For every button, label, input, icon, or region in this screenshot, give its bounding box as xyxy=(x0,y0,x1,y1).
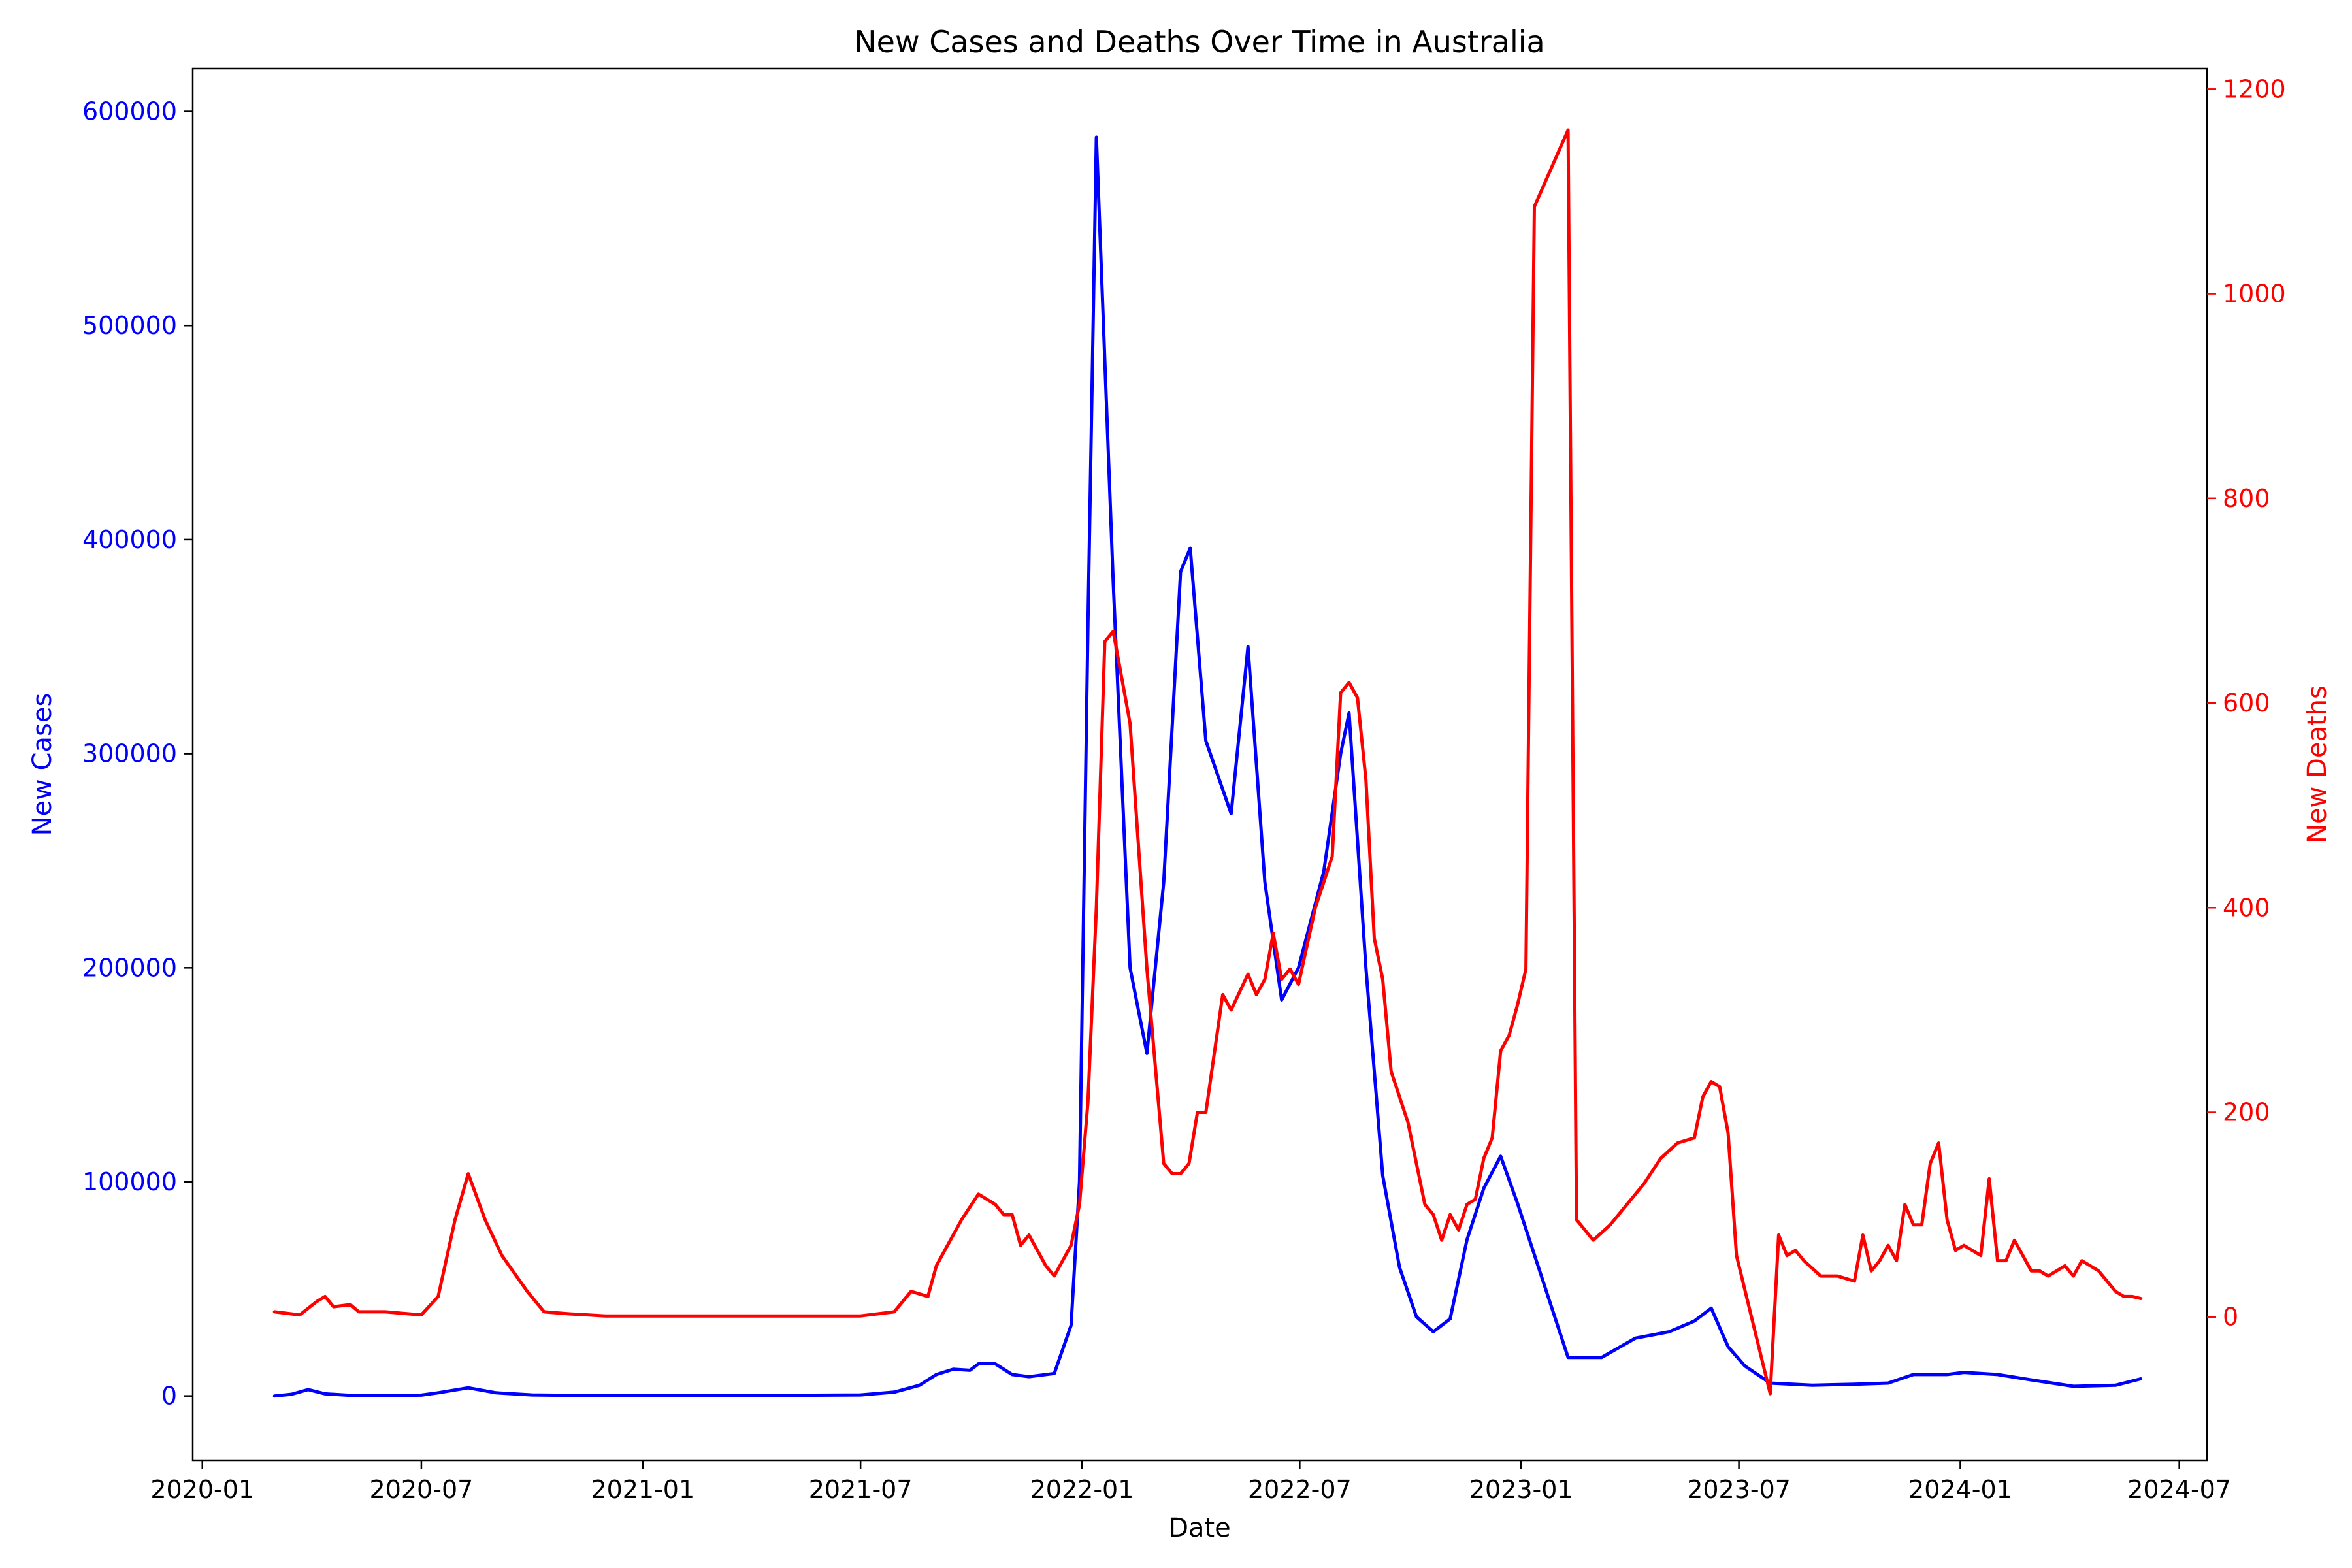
x-tick-label: 2020-01 xyxy=(150,1475,254,1504)
y-tick-label-right: 1200 xyxy=(2223,74,2286,103)
x-tick-label: 2023-07 xyxy=(1687,1475,1791,1504)
x-tick-label: 2021-01 xyxy=(591,1475,694,1504)
x-tick-label: 2024-07 xyxy=(2127,1475,2231,1504)
y-tick-label-left: 100000 xyxy=(82,1168,177,1196)
y-tick-label-right: 400 xyxy=(2223,893,2270,922)
x-axis-title: Date xyxy=(1168,1513,1231,1543)
y-tick-label-right: 0 xyxy=(2223,1303,2238,1331)
y-tick-label-left: 0 xyxy=(161,1382,177,1411)
x-tick-label: 2024-01 xyxy=(1908,1475,2012,1504)
y-tick-label-left: 400000 xyxy=(82,525,177,554)
x-tick-label: 2023-01 xyxy=(1469,1475,1573,1504)
chart-title: New Cases and Deaths Over Time in Austra… xyxy=(854,24,1544,59)
y-tick-label-right: 1000 xyxy=(2223,280,2286,308)
y-tick-label-right: 800 xyxy=(2223,484,2270,513)
plot-area: 2020-01 2020-07 2021-01 2021-07 2022-01 2022-… xyxy=(82,67,2286,1504)
y-axis-title-left: New Cases xyxy=(27,693,57,836)
y-tick-label-right: 200 xyxy=(2223,1098,2270,1127)
y-tick-label-left: 500000 xyxy=(82,311,177,340)
x-tick-label: 2022-01 xyxy=(1030,1475,1134,1504)
x-tick-label: 2021-07 xyxy=(809,1475,913,1504)
series-line-deaths xyxy=(272,128,2143,1396)
x-tick-label: 2020-07 xyxy=(370,1475,474,1504)
y-tick-label-left: 200000 xyxy=(82,953,177,982)
y-tick-label-right: 600 xyxy=(2223,689,2270,717)
plot-frame xyxy=(191,67,2208,1462)
y-axis-title-right: New Deaths xyxy=(2302,685,2332,843)
series-line-cases xyxy=(272,135,2143,1398)
y-tick-label-left: 600000 xyxy=(82,97,177,126)
x-tick-label: 2022-07 xyxy=(1248,1475,1352,1504)
y-tick-label-left: 300000 xyxy=(82,740,177,768)
